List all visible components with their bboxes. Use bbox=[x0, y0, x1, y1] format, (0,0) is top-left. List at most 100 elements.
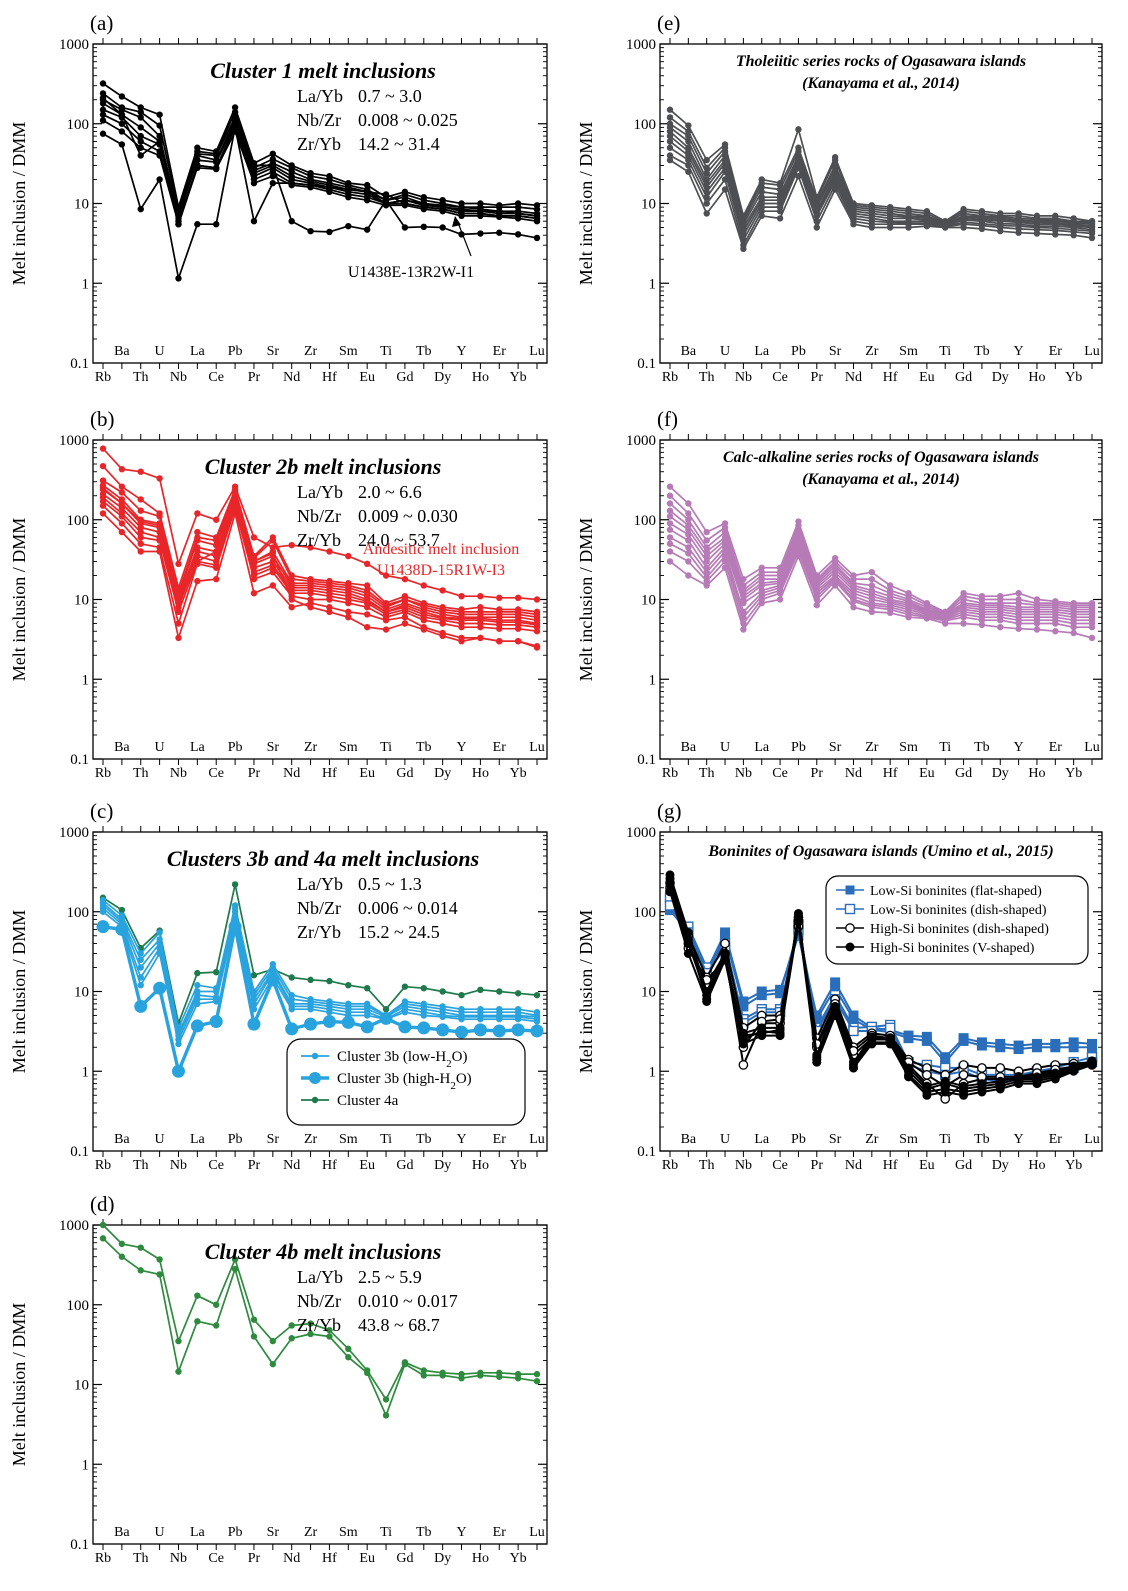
data-point bbox=[250, 589, 258, 597]
data-point bbox=[795, 552, 802, 560]
y-tick-label: 100 bbox=[67, 117, 90, 133]
x-tick-label-zr: Zr bbox=[304, 1525, 318, 1540]
data-point bbox=[439, 205, 446, 213]
data-point bbox=[360, 1020, 374, 1034]
data-point bbox=[345, 552, 352, 560]
data-point bbox=[922, 1090, 932, 1100]
x-tick-label-pr: Pr bbox=[248, 1158, 261, 1173]
data-point bbox=[379, 1011, 393, 1025]
data-point bbox=[1015, 620, 1022, 627]
data-point bbox=[477, 592, 484, 600]
x-tick-label-rb: Rb bbox=[95, 1158, 111, 1173]
data-point bbox=[978, 225, 986, 233]
data-point bbox=[156, 548, 163, 555]
stat-value: 0.010 ~ 0.017 bbox=[358, 1291, 458, 1311]
data-point bbox=[156, 1271, 163, 1278]
data-point bbox=[307, 181, 314, 189]
data-point bbox=[514, 990, 522, 997]
data-point bbox=[99, 106, 107, 113]
x-tick-label-nb: Nb bbox=[170, 766, 187, 781]
data-point bbox=[307, 1320, 314, 1327]
x-tick-label-la: La bbox=[190, 1525, 206, 1540]
data-point bbox=[995, 1084, 1005, 1094]
x-tick-label-ho: Ho bbox=[1028, 370, 1045, 385]
data-point bbox=[231, 500, 239, 507]
data-point bbox=[345, 981, 352, 989]
data-point bbox=[793, 917, 803, 927]
data-point bbox=[269, 564, 277, 571]
data-point bbox=[850, 598, 857, 605]
data-point bbox=[850, 221, 857, 228]
data-point bbox=[477, 230, 484, 237]
x-tick-label-lu: Lu bbox=[1084, 1132, 1100, 1147]
data-point bbox=[685, 156, 692, 164]
data-point bbox=[285, 1022, 299, 1036]
data-point bbox=[99, 502, 107, 509]
x-tick-label-nb: Nb bbox=[170, 1551, 187, 1566]
x-tick-label-y: Y bbox=[456, 740, 466, 755]
data-point bbox=[137, 956, 144, 963]
x-tick-label-u: U bbox=[155, 1132, 165, 1147]
data-point bbox=[288, 596, 295, 603]
x-tick-label-yb: Yb bbox=[1065, 1158, 1082, 1173]
data-point bbox=[156, 929, 163, 936]
data-point bbox=[978, 621, 986, 629]
x-tick-label-sr: Sr bbox=[267, 344, 280, 359]
legend-box bbox=[825, 875, 1089, 965]
data-point bbox=[795, 172, 802, 180]
data-point bbox=[382, 572, 390, 579]
data-point bbox=[194, 528, 201, 536]
x-tick-label-eu: Eu bbox=[359, 1158, 375, 1173]
y-tick-label: 0.1 bbox=[637, 356, 656, 372]
data-point bbox=[269, 1360, 277, 1368]
data-point bbox=[398, 1020, 412, 1034]
legend-swatch bbox=[301, 1052, 329, 1060]
data-point bbox=[757, 1023, 767, 1033]
data-point bbox=[533, 1370, 541, 1378]
data-point bbox=[156, 522, 163, 529]
data-point bbox=[813, 601, 820, 609]
data-point bbox=[194, 1000, 201, 1008]
data-point bbox=[666, 513, 674, 520]
stat-value: 2.0 ~ 6.6 bbox=[358, 482, 422, 502]
data-point bbox=[756, 990, 767, 1001]
data-point bbox=[137, 1267, 144, 1274]
y-tick-label: 1 bbox=[649, 276, 657, 292]
data-point bbox=[194, 552, 201, 560]
data-point bbox=[382, 1005, 390, 1013]
y-axis-label: Melt inclusion / DMM bbox=[9, 518, 29, 682]
data-point bbox=[868, 224, 876, 231]
stat-value: 14.2 ~ 31.4 bbox=[358, 134, 440, 154]
data-point bbox=[940, 1076, 950, 1086]
data-point bbox=[363, 188, 371, 196]
x-tick-label-tb: Tb bbox=[416, 740, 432, 755]
data-point bbox=[1087, 1042, 1097, 1053]
data-point bbox=[99, 484, 107, 492]
data-point bbox=[496, 625, 503, 632]
data-point bbox=[533, 642, 541, 650]
x-tick-label-gd: Gd bbox=[396, 1551, 413, 1566]
data-point bbox=[326, 548, 333, 555]
data-point bbox=[666, 492, 674, 499]
data-point bbox=[511, 1023, 525, 1037]
data-point bbox=[345, 613, 352, 621]
data-point bbox=[666, 520, 674, 527]
y-tick-label: 10 bbox=[641, 197, 656, 213]
x-tick-label-dy: Dy bbox=[992, 766, 1009, 781]
x-tick-label-sr: Sr bbox=[267, 1132, 280, 1147]
x-tick-label-y: Y bbox=[1014, 344, 1024, 359]
data-point bbox=[345, 1345, 352, 1353]
data-point bbox=[269, 550, 277, 557]
data-point bbox=[137, 964, 144, 971]
data-point bbox=[266, 973, 280, 987]
data-point bbox=[703, 528, 710, 536]
x-tick-label-la: La bbox=[754, 740, 770, 755]
data-point bbox=[685, 138, 692, 145]
x-tick-label-sr: Sr bbox=[829, 740, 842, 755]
x-tick-label-eu: Eu bbox=[919, 766, 935, 781]
data-point bbox=[1050, 1042, 1061, 1053]
data-point bbox=[533, 1018, 541, 1025]
y-tick-label: 1000 bbox=[626, 433, 656, 449]
